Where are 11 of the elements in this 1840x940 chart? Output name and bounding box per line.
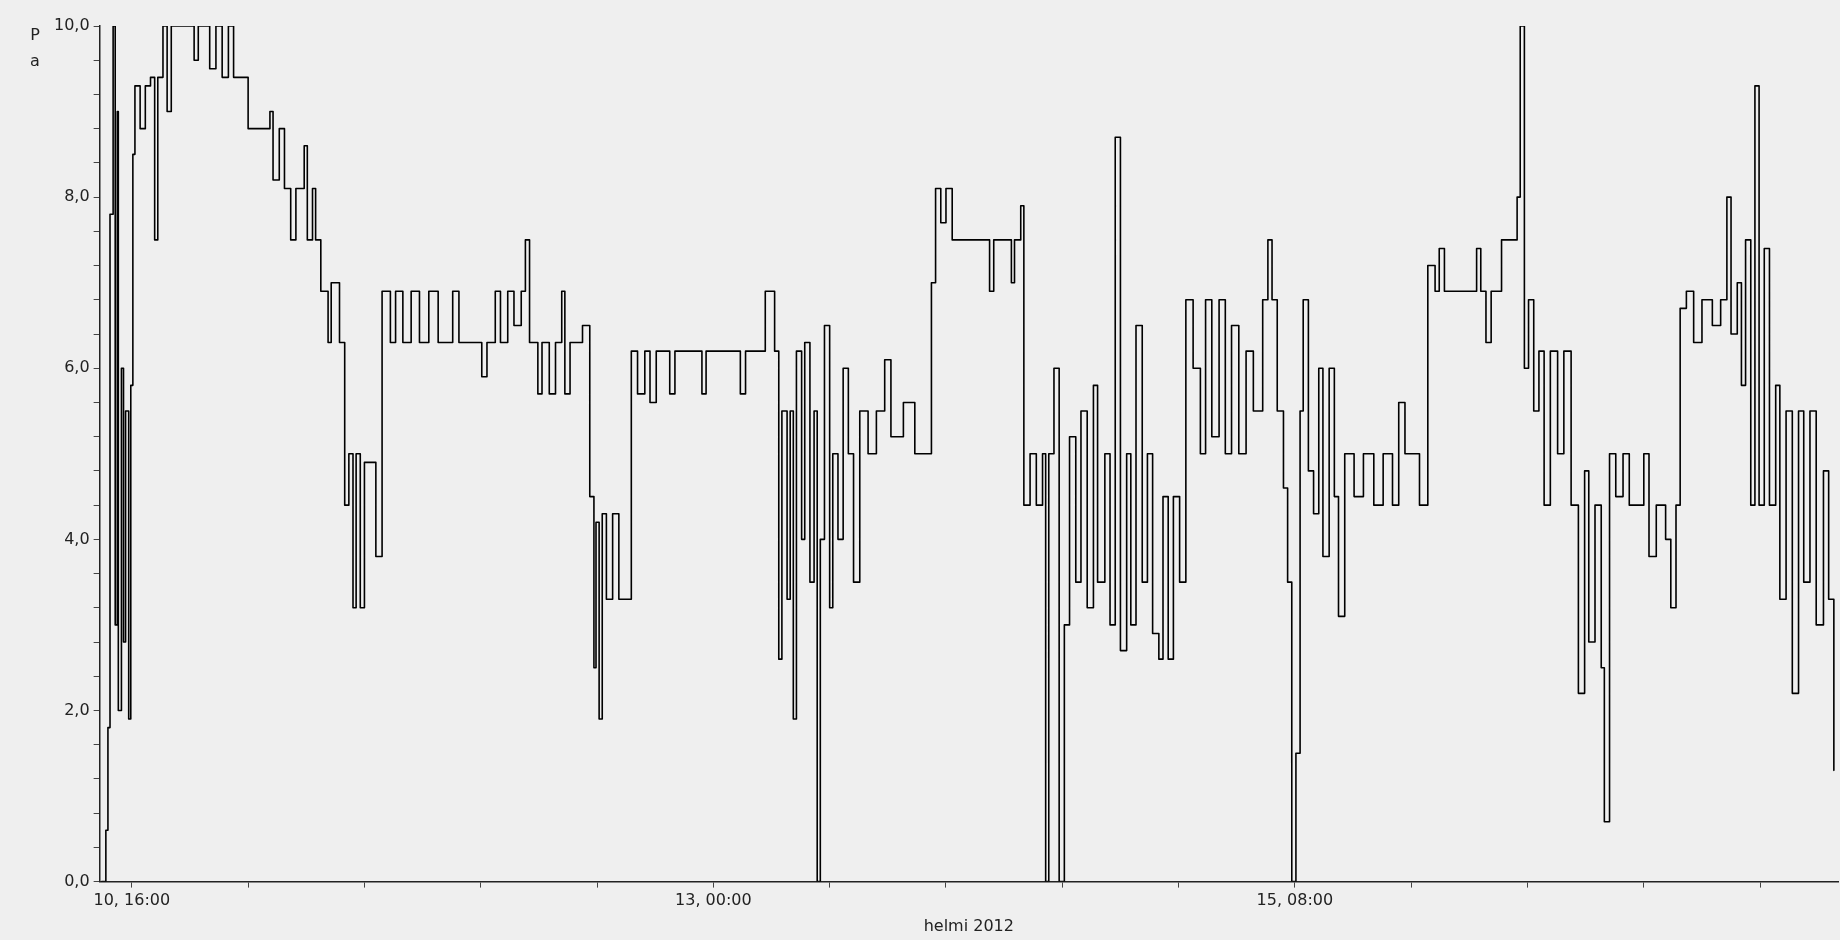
- x-tick-label: 15, 08:00: [1256, 890, 1334, 910]
- x-tick-label: 13, 00:00: [675, 890, 752, 910]
- x-axis-title: helmi 2012: [923, 915, 1014, 935]
- x-tick-label: 10, 16:00: [93, 890, 171, 910]
- y-tick-label: 0,0: [64, 870, 90, 890]
- y-axis-title: Pa: [29, 24, 41, 72]
- y-tick-label: 8,0: [64, 186, 90, 206]
- y-tick-label: 10,0: [54, 15, 90, 35]
- y-tick-label: 4,0: [64, 528, 90, 548]
- y-tick-label: 6,0: [64, 357, 90, 377]
- y-tick-label: 2,0: [64, 699, 90, 719]
